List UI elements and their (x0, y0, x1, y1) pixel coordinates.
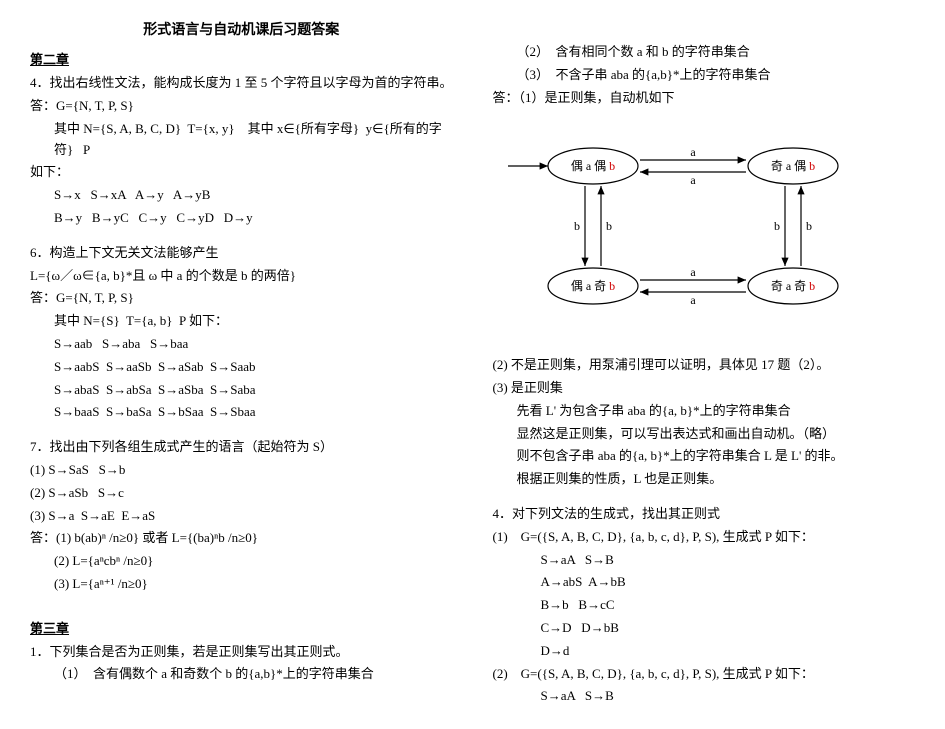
svg-text:偶 a 奇 b: 偶 a 奇 b (570, 279, 614, 293)
q3-ans3-3: 显然这是正则集，可以写出表达式和画出自动机。（略） (493, 424, 916, 445)
right-column: （2） 含有相同个数 a 和 b 的字符串集合 （3） 不含子串 aba 的{a… (493, 20, 916, 709)
q3-ans-head: 答：（1）是正则集，自动机如下 (493, 88, 916, 109)
q4-ans1: 答：G={N, T, P, S} (30, 96, 453, 117)
q7-ans1: 答：(1) b(ab)ⁿ /n≥0} 或者 L={(ba)ⁿb /n≥0} (30, 528, 453, 549)
svg-text:b: b (606, 219, 612, 233)
q3-1-sub1: （1） 含有偶数个 a 和奇数个 b 的{a,b}*上的字符串集合 (30, 664, 453, 685)
doc-title: 形式语言与自动机课后习题答案 (30, 20, 453, 42)
r-q4-1-p5: D→d (493, 641, 916, 662)
automaton-svg: 偶 a 偶 b奇 a 偶 b偶 a 奇 b奇 a 奇 baaaabbbb (493, 116, 893, 336)
q6-p3: S→abaS S→abSa S→aSba S→Saba (30, 380, 453, 401)
r-q4-2-head: (2) G=({S, A, B, C, D}, {a, b, c, d}, P,… (493, 664, 916, 685)
q7-ans2: (2) L={aⁿcbⁿ /n≥0} (30, 551, 453, 572)
r-q4-2-p1: S→aA S→B (493, 686, 916, 707)
q3-1-sub3: （3） 不含子串 aba 的{a,b}*上的字符串集合 (493, 65, 916, 86)
svg-text:a: a (690, 293, 696, 307)
svg-text:奇 a 偶 b: 奇 a 偶 b (770, 159, 814, 173)
chapter-2-heading: 第二章 (30, 50, 453, 71)
r-q4-1-p4: C→D D→bB (493, 618, 916, 639)
q3-1-sub2: （2） 含有相同个数 a 和 b 的字符串集合 (493, 42, 916, 63)
q6-title: 6．构造上下文无关文法能够产生 (30, 243, 453, 264)
r-q4-1-p1: S→aA S→B (493, 550, 916, 571)
r-q4-1-head: (1) G=({S, A, B, C, D}, {a, b, c, d}, P,… (493, 527, 916, 548)
q3-1-title: 1．下列集合是否为正则集，若是正则集写出其正则式。 (30, 642, 453, 663)
q7-ans3: (3) L={aⁿ⁺¹ /n≥0} (30, 574, 453, 595)
r-q4-1-p3: B→b B→cC (493, 595, 916, 616)
q6-p1: S→aab S→aba S→baa (30, 334, 453, 355)
q4-p2: B→y B→yC C→y C→yD D→y (30, 208, 453, 229)
q7-3: (3) S→a S→aE E→aS (30, 506, 453, 527)
svg-text:a: a (690, 265, 696, 279)
q6-lang: L={ω／ω∈{a, b}*且 ω 中 a 的个数是 b 的两倍} (30, 266, 453, 287)
svg-text:b: b (774, 219, 780, 233)
q3-ans3-1: (3) 是正则集 (493, 378, 916, 399)
q4-ans3: 如下： (30, 162, 453, 183)
q6-p4: S→baaS S→baSa S→bSaa S→Sbaa (30, 402, 453, 423)
r-q4-title: 4．对下列文法的生成式，找出其正则式 (493, 504, 916, 525)
svg-text:a: a (690, 145, 696, 159)
q7-2: (2) S→aSb S→c (30, 483, 453, 504)
q7-1: (1) S→SaS S→b (30, 460, 453, 481)
q3-ans2: (2) 不是正则集，用泵浦引理可以证明，具体见 17 题（2）。 (493, 355, 916, 376)
q4-p1: S→x S→xA A→y A→yB (30, 185, 453, 206)
svg-text:b: b (806, 219, 812, 233)
svg-text:奇 a 奇 b: 奇 a 奇 b (770, 279, 814, 293)
svg-text:a: a (690, 173, 696, 187)
q6-ans2: 其中 N={S} T={a, b} P 如下： (30, 311, 453, 332)
q4-title: 4．找出右线性文法，能构成长度为 1 至 5 个字符且以字母为首的字符串。 (30, 73, 453, 94)
r-q4-1-p2: A→abS A→bB (493, 572, 916, 593)
left-column: 形式语言与自动机课后习题答案 第二章 4．找出右线性文法，能构成长度为 1 至 … (30, 20, 453, 709)
q3-ans3-4: 则不包含子串 aba 的{a, b}*上的字符串集合 L 是 L' 的非。 (493, 446, 916, 467)
q6-ans1: 答：G={N, T, P, S} (30, 288, 453, 309)
chapter-3-heading: 第三章 (30, 619, 453, 640)
svg-text:b: b (574, 219, 580, 233)
q4-ans2: 其中 N={S, A, B, C, D} T={x, y} 其中 x∈{所有字母… (30, 119, 453, 161)
q7-title: 7．找出由下列各组生成式产生的语言（起始符为 S） (30, 437, 453, 458)
q6-p2: S→aabS S→aaSb S→aSab S→Saab (30, 357, 453, 378)
automaton-diagram: 偶 a 偶 b奇 a 偶 b偶 a 奇 b奇 a 奇 baaaabbbb (493, 116, 916, 343)
q3-ans3-2: 先看 L' 为包含子串 aba 的{a, b}*上的字符串集合 (493, 401, 916, 422)
q3-ans3-5: 根据正则集的性质，L 也是正则集。 (493, 469, 916, 490)
svg-text:偶 a 偶 b: 偶 a 偶 b (570, 159, 614, 173)
